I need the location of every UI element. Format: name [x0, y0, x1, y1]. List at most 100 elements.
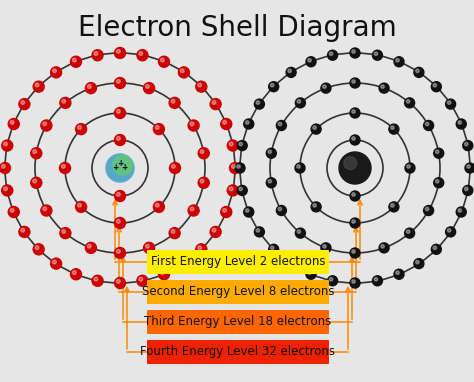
FancyBboxPatch shape — [147, 310, 329, 334]
Circle shape — [433, 246, 437, 249]
Circle shape — [8, 207, 19, 217]
Circle shape — [35, 83, 39, 87]
FancyBboxPatch shape — [147, 280, 329, 304]
Circle shape — [221, 118, 232, 129]
Circle shape — [381, 244, 384, 248]
Circle shape — [33, 150, 36, 154]
Circle shape — [33, 179, 36, 183]
Circle shape — [295, 228, 305, 238]
Text: +: + — [117, 159, 123, 168]
Circle shape — [456, 119, 466, 129]
Circle shape — [396, 58, 399, 62]
Circle shape — [94, 277, 98, 281]
Circle shape — [278, 122, 282, 126]
Circle shape — [155, 126, 159, 129]
Circle shape — [394, 269, 404, 279]
Circle shape — [210, 227, 221, 237]
Circle shape — [467, 165, 470, 168]
Circle shape — [405, 228, 415, 238]
Circle shape — [374, 278, 378, 281]
Circle shape — [198, 148, 209, 159]
Circle shape — [115, 248, 126, 259]
Circle shape — [463, 141, 473, 151]
Circle shape — [256, 101, 260, 104]
Text: First Energy Level 2 electrons: First Energy Level 2 electrons — [151, 256, 325, 269]
Circle shape — [406, 230, 410, 233]
Circle shape — [188, 205, 199, 216]
Circle shape — [237, 165, 240, 168]
Circle shape — [379, 243, 389, 253]
Circle shape — [223, 209, 227, 212]
Circle shape — [256, 229, 260, 232]
Circle shape — [379, 83, 389, 93]
Circle shape — [350, 108, 360, 118]
Circle shape — [196, 81, 207, 92]
Circle shape — [200, 179, 204, 183]
Circle shape — [446, 227, 456, 237]
Circle shape — [171, 99, 175, 103]
Circle shape — [117, 109, 120, 113]
Circle shape — [269, 82, 279, 92]
Circle shape — [117, 136, 120, 140]
Circle shape — [113, 155, 133, 175]
Circle shape — [350, 78, 360, 88]
Circle shape — [155, 203, 159, 207]
Circle shape — [405, 163, 415, 173]
Circle shape — [424, 120, 434, 131]
Circle shape — [271, 246, 274, 249]
Circle shape — [416, 261, 419, 264]
Circle shape — [313, 204, 316, 207]
Circle shape — [447, 101, 451, 104]
Text: Third Energy Level 18 electrons: Third Energy Level 18 electrons — [145, 316, 332, 329]
Circle shape — [8, 118, 19, 129]
Circle shape — [117, 79, 120, 83]
Circle shape — [200, 150, 204, 154]
Circle shape — [31, 177, 42, 188]
Circle shape — [308, 58, 311, 62]
Circle shape — [212, 228, 216, 232]
Circle shape — [33, 244, 44, 255]
Circle shape — [85, 242, 96, 253]
Circle shape — [237, 185, 247, 196]
Circle shape — [446, 99, 456, 109]
Circle shape — [295, 98, 305, 108]
Text: Fourth Energy Level 32 electrons: Fourth Energy Level 32 electrons — [140, 345, 336, 358]
Circle shape — [255, 99, 264, 109]
Circle shape — [33, 81, 44, 92]
Circle shape — [297, 230, 301, 233]
Circle shape — [311, 124, 321, 134]
Circle shape — [323, 244, 326, 248]
Circle shape — [35, 246, 39, 249]
Circle shape — [235, 163, 245, 173]
Circle shape — [43, 122, 46, 126]
Circle shape — [436, 180, 439, 183]
Circle shape — [172, 164, 175, 168]
Circle shape — [62, 99, 65, 103]
Circle shape — [431, 82, 441, 92]
Circle shape — [92, 275, 103, 286]
Circle shape — [117, 249, 120, 253]
Circle shape — [178, 67, 190, 78]
Circle shape — [389, 202, 399, 212]
Circle shape — [62, 230, 65, 233]
Circle shape — [115, 107, 126, 118]
Circle shape — [329, 52, 333, 55]
Circle shape — [431, 244, 441, 254]
Circle shape — [321, 243, 331, 253]
Circle shape — [352, 193, 355, 196]
Circle shape — [223, 120, 227, 124]
Circle shape — [76, 201, 87, 212]
Circle shape — [87, 84, 91, 88]
Circle shape — [137, 50, 148, 61]
Circle shape — [71, 269, 82, 280]
Circle shape — [458, 209, 462, 212]
Circle shape — [350, 278, 360, 288]
Circle shape — [198, 177, 209, 188]
Circle shape — [352, 137, 355, 140]
Circle shape — [158, 269, 170, 280]
Circle shape — [73, 271, 76, 275]
Circle shape — [115, 217, 126, 228]
Circle shape — [139, 52, 143, 55]
Circle shape — [269, 244, 279, 254]
Circle shape — [117, 279, 120, 283]
